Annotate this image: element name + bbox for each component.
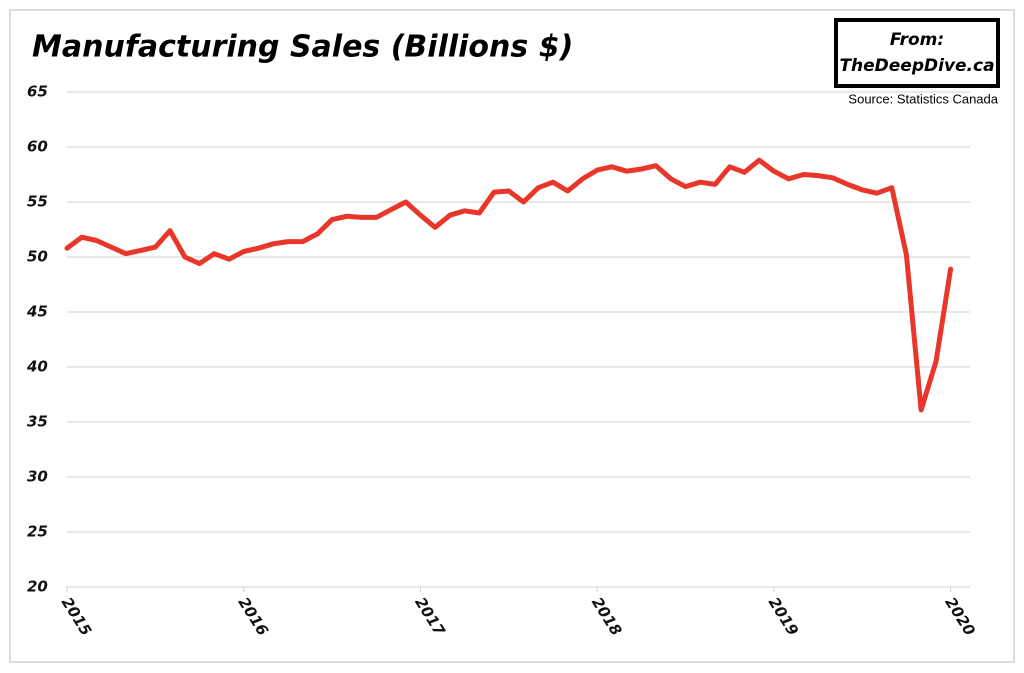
- frame: [9, 9, 1015, 663]
- y-tick-label: 20: [27, 578, 48, 596]
- y-tick-label: 60: [27, 138, 48, 156]
- y-tick-label: 30: [27, 468, 48, 486]
- y-tick-label: 65: [27, 83, 48, 101]
- data-line: [64, 157, 954, 413]
- chart-title: Manufacturing Sales (Billions $): [32, 30, 573, 65]
- source-box: [834, 18, 1000, 88]
- y-tick-label: 55: [27, 193, 48, 211]
- y-tick-label: 50: [27, 248, 48, 266]
- y-tick-label: 25: [27, 523, 48, 541]
- y-tick-label: 35: [27, 413, 48, 431]
- y-tick-label: 40: [26, 358, 48, 376]
- annotation: TheDeepDive.ca: [839, 56, 994, 76]
- source-text: Source: Statistics Canada: [848, 91, 998, 106]
- y-tick-label: 45: [26, 303, 48, 321]
- annotation: From:: [890, 30, 944, 50]
